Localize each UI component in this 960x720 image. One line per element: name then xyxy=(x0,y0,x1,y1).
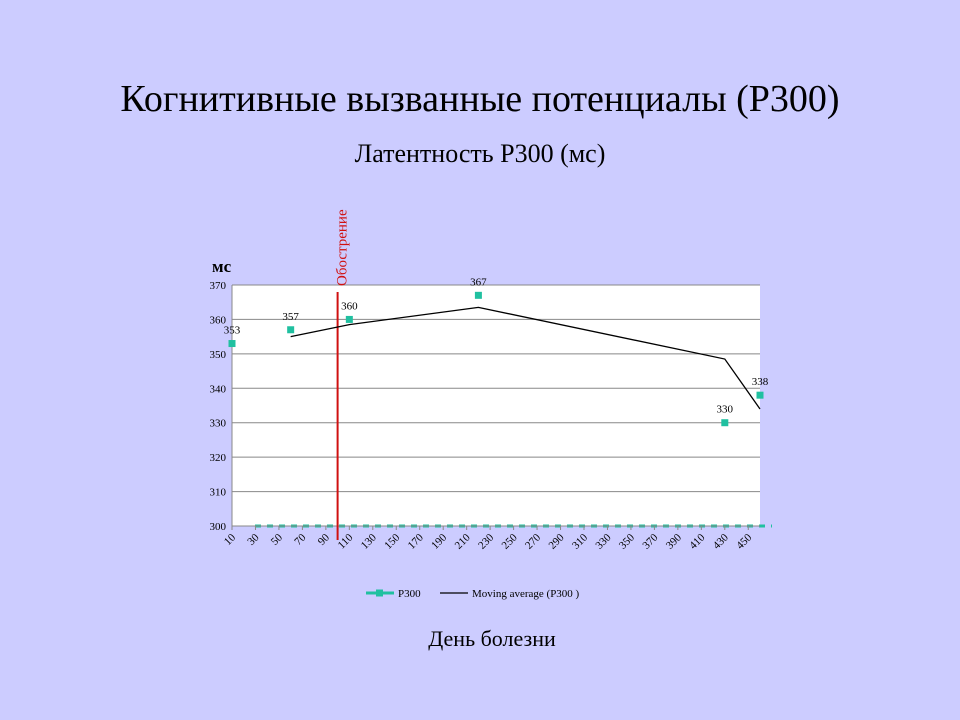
data-label: 353 xyxy=(224,325,241,337)
data-point xyxy=(474,291,482,299)
legend-label: P300 xyxy=(398,588,421,600)
x-axis-label: День болезни xyxy=(428,626,556,651)
series-line xyxy=(290,306,761,410)
data-label: 330 xyxy=(717,404,734,416)
subtitle: Латентность P300 (мс) xyxy=(355,139,606,168)
y-tick-label: 340 xyxy=(210,383,227,395)
data-label: 357 xyxy=(282,311,299,323)
y-tick-label: 370 xyxy=(210,280,227,292)
y-tick-label: 360 xyxy=(210,314,227,326)
slide-title: Когнитивные вызванные потенциалы (P300) xyxy=(120,78,839,120)
legend-marker xyxy=(376,589,383,597)
y-tick-label: 330 xyxy=(210,418,227,430)
data-point xyxy=(228,340,236,348)
data-point xyxy=(721,419,729,427)
data-label: 338 xyxy=(752,376,769,388)
data-point xyxy=(345,315,353,323)
y-axis-label: мс xyxy=(212,257,232,276)
data-label: 360 xyxy=(341,300,358,312)
y-tick-label: 310 xyxy=(210,487,227,499)
annotation-label: Обострение xyxy=(335,209,351,286)
data-point xyxy=(287,326,295,334)
y-tick-label: 320 xyxy=(210,452,227,464)
data-label: 367 xyxy=(470,276,487,288)
y-tick-label: 300 xyxy=(210,521,227,533)
plot-area xyxy=(232,285,760,526)
data-point xyxy=(756,391,764,399)
legend-label: Moving average (P300 ) xyxy=(472,588,580,600)
y-tick-label: 350 xyxy=(210,349,227,361)
